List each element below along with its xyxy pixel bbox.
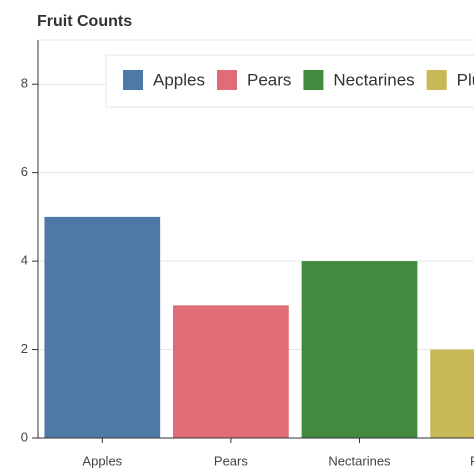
bar [44, 216, 161, 438]
bar [173, 305, 289, 438]
x-tick-label: Apples [82, 453, 122, 468]
x-tick-label: Nectarines [328, 453, 391, 468]
legend-swatch [123, 70, 143, 90]
legend-swatch [216, 70, 237, 90]
legend-box [105, 54, 474, 108]
legend: Apples Pears Nectarines Plums [105, 54, 474, 108]
y-tick-label: 2 [21, 341, 28, 356]
x-tick-label: Pears [214, 453, 248, 468]
legend-swatch [426, 70, 447, 90]
chart-title: Fruit Counts [37, 13, 132, 30]
x-tick-label: Plums [470, 453, 474, 468]
y-tick-label: 8 [21, 76, 28, 91]
y-tick-label: 6 [21, 164, 28, 179]
legend-label: Nectarines [333, 70, 414, 89]
bar [430, 349, 474, 438]
y-tick-label: 4 [21, 253, 28, 268]
legend-label: Pears [247, 70, 291, 89]
bar [301, 261, 418, 438]
y-tick-label: 0 [21, 429, 28, 444]
legend-label: Apples [153, 70, 205, 89]
legend-label: Plums [457, 70, 474, 89]
legend-swatch [303, 70, 324, 90]
